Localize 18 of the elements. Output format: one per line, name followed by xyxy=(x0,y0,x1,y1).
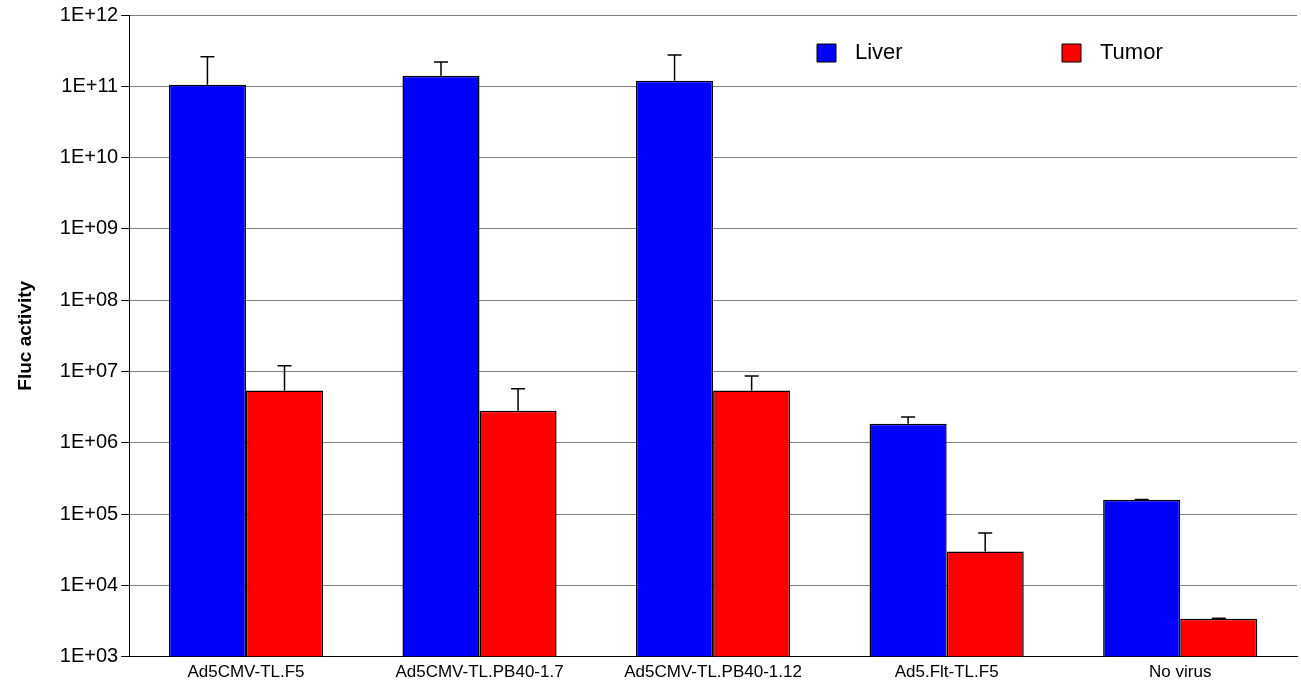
y-tick-label: 1E+11 xyxy=(61,73,119,96)
x-tick-label: Ad5.Flt-TL.F5 xyxy=(894,662,999,682)
y-tick-label: 1E+09 xyxy=(59,216,119,239)
legend-label: Tumor xyxy=(1100,39,1163,65)
x-tick-label: Ad5CMV-TL.PB40-1.7 xyxy=(395,662,564,682)
y-tick-label: 1E+12 xyxy=(59,2,119,25)
y-axis-title: Fluc activity xyxy=(13,280,35,391)
y-tick-label: 1E+04 xyxy=(59,572,119,595)
y-tick-label: 1E+06 xyxy=(59,430,119,453)
y-tick-label: 1E+03 xyxy=(59,644,119,667)
legend-label: Liver xyxy=(855,39,903,65)
x-tick-label: Ad5CMV-TL.F5 xyxy=(187,662,305,682)
y-tick-label: 1E+08 xyxy=(59,287,119,310)
x-tick-label: Ad5CMV-TL.PB40-1.12 xyxy=(624,662,802,682)
x-tick-label: No virus xyxy=(1149,662,1212,682)
y-tick-label: 1E+07 xyxy=(59,358,119,381)
y-tick-label: 1E+10 xyxy=(59,145,119,168)
y-tick-label: 1E+05 xyxy=(59,501,119,524)
